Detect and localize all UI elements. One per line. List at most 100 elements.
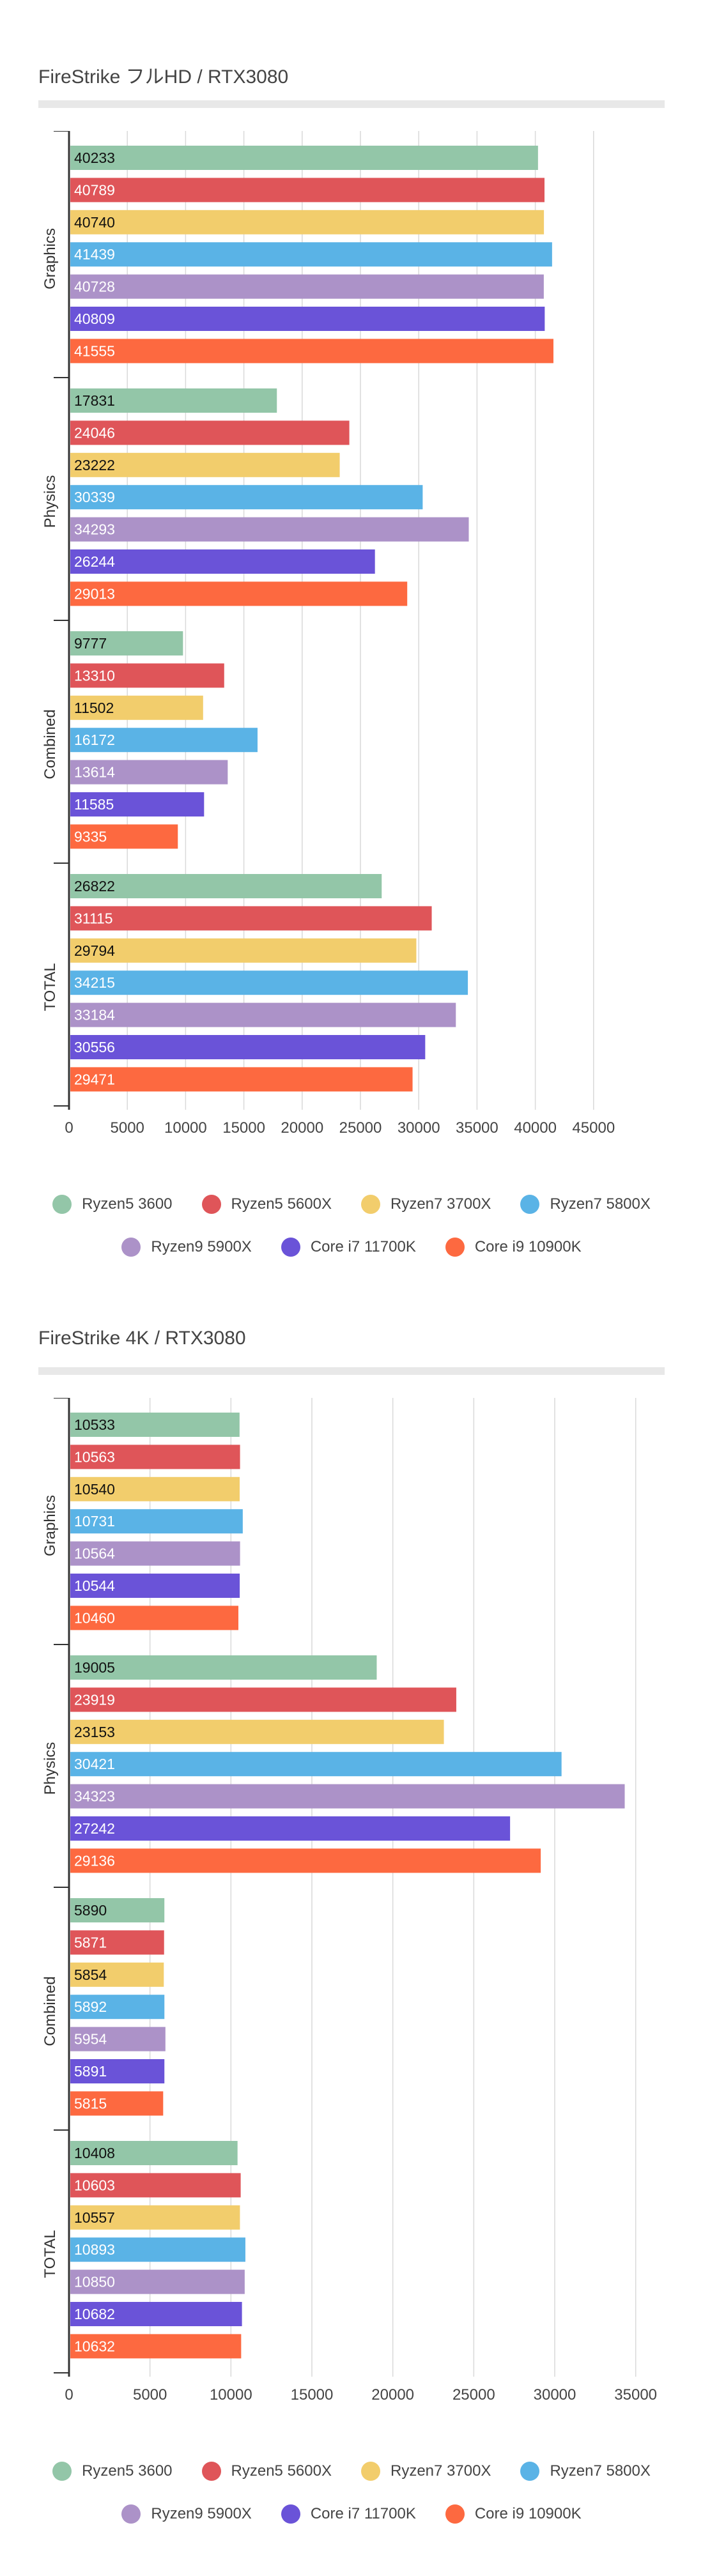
- bar: [70, 339, 553, 364]
- bar: [70, 1784, 625, 1809]
- bar: [70, 663, 224, 688]
- bar: [70, 695, 203, 720]
- bar: [70, 1445, 240, 1469]
- bar: [70, 1067, 413, 1092]
- data-label: 40809: [74, 310, 115, 327]
- bar: [70, 452, 340, 477]
- category-label: Combined: [42, 1976, 59, 2046]
- bar: [70, 420, 350, 445]
- data-label: 10603: [74, 2177, 115, 2193]
- data-label: 17831: [74, 392, 115, 409]
- data-label: 41555: [74, 342, 115, 359]
- legend-label: Core i7 11700K: [310, 2505, 416, 2522]
- bar: [70, 485, 423, 510]
- x-tick-label: 20000: [281, 1119, 323, 1137]
- legend-item: Core i7 11700K: [281, 1238, 416, 1257]
- data-label: 26822: [74, 878, 115, 894]
- legend-label: Ryzen5 5600X: [231, 1195, 332, 1213]
- bar: [70, 1898, 165, 1922]
- legend-row-2: Ryzen9 5900X Core i7 11700K Core i9 10900K: [0, 1238, 703, 1257]
- chart-title: FireStrike フルHD / RTX3080: [38, 66, 289, 88]
- legend-label: Core i9 10900K: [474, 2505, 582, 2522]
- bar: [70, 549, 375, 574]
- bar: [70, 631, 183, 656]
- data-label: 40740: [74, 214, 115, 231]
- data-label: 5871: [74, 1934, 107, 1951]
- bar: [70, 388, 277, 413]
- x-tick-label: 40000: [514, 1119, 557, 1137]
- legend-swatch: [201, 1195, 221, 1214]
- x-tick-label: 35000: [456, 1119, 498, 1137]
- data-label: 10540: [74, 1481, 115, 1498]
- legend-swatch: [121, 2504, 141, 2524]
- data-label: 5815: [74, 2095, 107, 2112]
- bar: [70, 146, 538, 170]
- legend-swatch: [281, 1238, 300, 1257]
- legend-item: Core i7 11700K: [281, 2504, 416, 2524]
- data-label: 9777: [74, 635, 107, 652]
- title-divider: [38, 1367, 665, 1375]
- legend-item: Ryzen5 3600: [52, 1195, 173, 1214]
- bar: [70, 1476, 240, 1501]
- data-label: 26244: [74, 553, 115, 570]
- legend-label: Ryzen7 5800X: [550, 1195, 651, 1213]
- bar: [70, 1606, 238, 1630]
- data-label: 19005: [74, 1659, 115, 1676]
- data-label: 9335: [74, 828, 107, 845]
- data-label: 10557: [74, 2209, 115, 2226]
- category-label: Graphics: [42, 1495, 59, 1556]
- data-label: 23153: [74, 1724, 115, 1740]
- bar: [70, 2027, 166, 2051]
- bar: [70, 307, 545, 331]
- data-label: 27242: [74, 1820, 115, 1837]
- legend-item: Ryzen5 5600X: [201, 1195, 332, 1214]
- bar: [70, 210, 545, 234]
- bar: [70, 2334, 242, 2359]
- legend-item: Core i9 10900K: [445, 1238, 582, 1257]
- legend-label: Ryzen7 3700X: [390, 2462, 491, 2480]
- legend-item: Ryzen7 3700X: [360, 2462, 491, 2481]
- legend-row-1: Ryzen5 3600 Ryzen5 5600X Ryzen7 3700X Ryzen…: [0, 2462, 703, 2481]
- data-label: 29471: [74, 1071, 115, 1087]
- x-tick-label: 5000: [111, 1119, 144, 1137]
- legend-item: Ryzen9 5900X: [121, 1238, 252, 1257]
- category-label: Combined: [42, 709, 59, 779]
- category-label: TOTAL: [42, 963, 59, 1011]
- legend-swatch: [520, 1195, 540, 1214]
- data-label: 34323: [74, 1788, 115, 1805]
- bar: [70, 1816, 511, 1841]
- bar: [70, 581, 408, 606]
- legend-swatch: [52, 1195, 72, 1214]
- data-label: 10460: [74, 1609, 115, 1626]
- data-label: 41439: [74, 246, 115, 263]
- data-label: 10408: [74, 2145, 115, 2161]
- legend-swatch: [445, 1238, 465, 1257]
- data-label: 5954: [74, 2031, 107, 2048]
- x-tick-label: 5000: [133, 2386, 167, 2404]
- data-label: 10564: [74, 1545, 115, 1562]
- bar: [70, 2237, 245, 2262]
- category-label: Physics: [42, 1742, 59, 1795]
- data-label: 30421: [74, 1756, 115, 1772]
- data-label: 40728: [74, 279, 115, 295]
- legend-item: Ryzen9 5900X: [121, 2504, 252, 2524]
- bar: [70, 760, 228, 785]
- data-label: 10563: [74, 1448, 115, 1465]
- bar: [70, 1719, 444, 1744]
- data-label: 10682: [74, 2306, 115, 2322]
- data-label: 10893: [74, 2241, 115, 2258]
- bar-chart-4k: 0 5000 10000 15000 20000 25000 30000 35000 10533…: [42, 1398, 657, 2404]
- legend-item: Ryzen7 5800X: [520, 2462, 651, 2481]
- data-label: 16172: [74, 732, 115, 748]
- bar: [70, 938, 417, 963]
- x-tick-label: 10000: [210, 2386, 252, 2404]
- bar: [70, 178, 545, 203]
- data-label: 10533: [74, 1416, 115, 1433]
- data-label: 10544: [74, 1577, 115, 1594]
- bar: [70, 1752, 562, 1777]
- legend-label: Core i9 10900K: [474, 1238, 582, 1255]
- data-label: 31115: [74, 910, 113, 926]
- bar: [70, 1509, 243, 1534]
- bar: [70, 792, 205, 816]
- legend-row-1: Ryzen5 3600 Ryzen5 5600X Ryzen7 3700X Ryzen…: [0, 1195, 703, 1214]
